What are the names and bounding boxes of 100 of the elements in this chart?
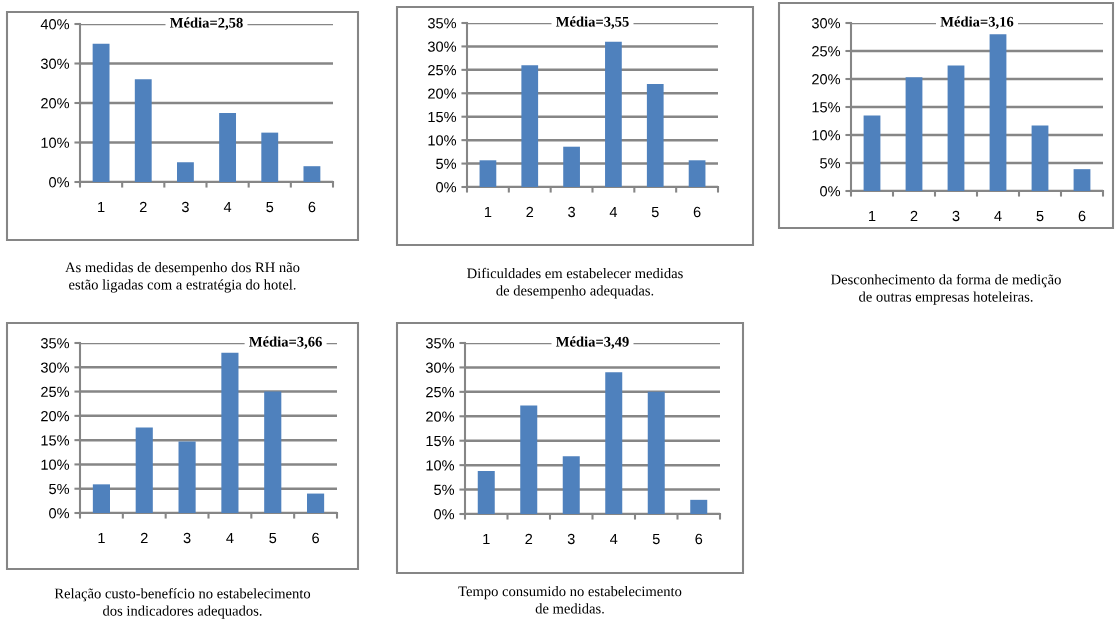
x-tick-label: 3 [181,201,189,213]
text: Relação custo-benefício no estabelecimento dos indicadores adequados. [54,588,311,619]
bar [521,65,539,187]
x-tick-label: 2 [525,533,533,545]
bar [479,160,497,187]
y-tick-label: 0% [820,186,841,197]
bar [477,471,495,514]
y-tick-label: 10% [41,137,70,148]
bar [178,441,196,513]
bar [135,427,153,513]
x-tick-label: 4 [223,201,232,213]
y-tick-label: 5% [820,158,841,169]
bar [261,132,279,182]
y-tick-label: 20% [428,88,457,99]
y-tick-label: 35% [427,18,457,29]
bar [1073,169,1091,191]
y-tick-label: 15% [41,435,70,446]
x-tick-label: 3 [567,533,575,545]
text: Desconhecimento da forma de medição de outras empresas hoteleiras. [831,274,1061,305]
annotation: Média=3,66 [249,336,322,349]
y-tick-label: 30% [425,362,455,373]
bar [947,65,965,191]
y-tick-label: 20% [41,98,70,109]
y-tick-label: 15% [426,435,455,447]
bar [134,79,152,182]
x-tick-label: 3 [952,210,960,222]
x-tick-label: 1 [484,206,492,218]
x-tick-label: 2 [526,206,534,218]
y-tick-label: 30% [427,41,457,52]
x-tick-label: 6 [308,201,316,213]
y-tick-label: 25% [812,46,841,57]
bar [176,162,194,182]
y-tick-label: 40% [40,19,70,30]
y-tick-label: 25% [426,386,455,398]
bar [905,77,923,191]
x-tick-label: 6 [693,206,701,218]
y-tick-label: 15% [812,102,841,113]
y-tick-label: 25% [428,64,457,76]
x-tick-label: 4 [609,206,618,218]
x-tick-label: 3 [568,206,575,218]
y-tick-label: 35% [425,338,455,349]
x-tick-label: 1 [98,201,105,213]
x-tick-label: 6 [312,532,319,544]
x-tick-label: 5 [266,201,274,213]
x-tick-label: 2 [910,210,918,222]
x-tick-label: 4 [226,532,234,544]
x-tick-label: 4 [994,210,1002,222]
x-tick-label: 2 [139,201,147,213]
y-tick-label: 30% [40,58,70,69]
x-tick-label: 1 [483,533,490,545]
bar [647,391,665,514]
y-tick-label: 0% [49,177,70,188]
bar [520,405,538,514]
bar [605,41,622,187]
x-tick-label: 6 [1078,210,1086,222]
annotation: Média=2,58 [169,17,243,30]
y-tick-label: 5% [436,158,457,169]
y-tick-label: 20% [41,410,70,422]
bar [989,34,1007,191]
text: Dificuldades em estabelecer medidas de desempenho adequadas. [467,267,683,299]
annotation: Média=3,16 [940,16,1014,29]
bar [307,493,325,513]
y-tick-label: 10% [428,135,457,146]
annotation: Média=3,49 [555,336,629,349]
y-tick-label: 10% [41,459,70,470]
x-tick-label: 6 [695,533,703,545]
text: As medidas de desempenho dos RH não estão ligadas com a estratégia do hotel. [65,262,300,293]
x-tick-label: 5 [1036,210,1044,222]
y-tick-label: 20% [426,411,455,422]
x-tick-label: 1 [98,532,105,544]
bar [863,115,881,191]
x-tick-label: 2 [140,532,148,544]
y-tick-label: 5% [49,483,70,495]
bar [303,166,321,182]
bar [646,83,664,187]
y-tick-label: 25% [41,386,70,397]
x-tick-label: 1 [869,210,876,222]
y-tick-label: 35% [40,338,70,349]
y-tick-label: 10% [426,460,455,471]
bar [563,146,580,187]
y-tick-label: 15% [428,111,457,123]
y-tick-label: 20% [812,74,841,85]
bar [688,160,706,187]
x-tick-label: 5 [269,532,277,544]
bar [1031,125,1049,191]
annotation: Média=3,55 [555,16,629,29]
bar [562,456,580,514]
bar [690,499,708,514]
x-tick-label: 5 [652,533,660,545]
bar [221,352,239,513]
y-tick-label: 0% [49,508,70,519]
y-tick-label: 30% [811,18,841,29]
bar [264,391,282,513]
bar [92,43,110,182]
bar [605,372,623,514]
text: Tempo consumido no estabelecimento de medidas. [458,586,682,614]
bar [219,112,237,182]
y-tick-label: 30% [40,362,70,373]
bar [92,484,110,513]
x-tick-label: 3 [183,532,191,544]
